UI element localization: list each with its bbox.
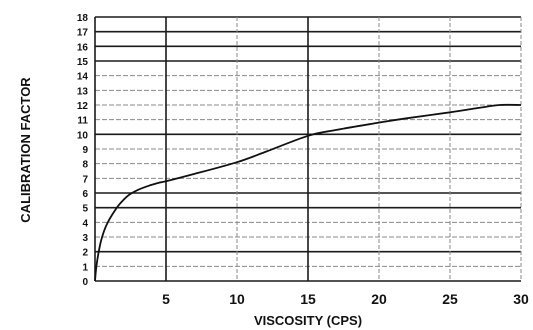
y-tick-label-9: 9 — [82, 145, 88, 156]
y-tick-label-12: 12 — [77, 101, 89, 112]
y-tick-label-5: 5 — [82, 204, 88, 215]
y-tick-label-11: 11 — [77, 116, 88, 127]
series-line-0 — [94, 103, 522, 282]
x-tick-label-30: 30 — [513, 291, 529, 307]
x-axis-title: VISCOSITY (CPS) — [254, 313, 362, 328]
y-tick-label-14: 14 — [77, 72, 89, 83]
y-tick-label-18: 18 — [77, 13, 89, 24]
y-axis-title: CALIBRATION FACTOR — [18, 77, 33, 223]
x-tick-label-20: 20 — [371, 291, 387, 307]
y-tick-label-0: 0 — [82, 277, 88, 288]
y-tick-label-6: 6 — [82, 189, 88, 200]
x-tick-label-15: 15 — [300, 291, 316, 307]
y-tick-label-15: 15 — [77, 57, 89, 68]
y-tick-label-3: 3 — [82, 233, 88, 244]
series-layer — [94, 103, 522, 282]
grid-layer — [95, 16, 522, 281]
y-tick-label-2: 2 — [82, 248, 88, 259]
x-tick-label-5: 5 — [162, 291, 170, 307]
y-tick-label-1: 1 — [82, 262, 88, 273]
axes-layer — [94, 17, 521, 282]
y-tick-label-13: 13 — [77, 86, 89, 97]
x-tick-label-10: 10 — [229, 291, 245, 307]
y-tick-label-16: 16 — [77, 42, 89, 53]
y-tick-label-4: 4 — [82, 218, 88, 229]
y-tick-label-17: 17 — [77, 28, 89, 39]
y-tick-label-7: 7 — [82, 174, 88, 185]
y-tick-label-10: 10 — [77, 130, 89, 141]
x-tick-label-25: 25 — [442, 291, 458, 307]
y-tick-label-8: 8 — [82, 160, 88, 171]
